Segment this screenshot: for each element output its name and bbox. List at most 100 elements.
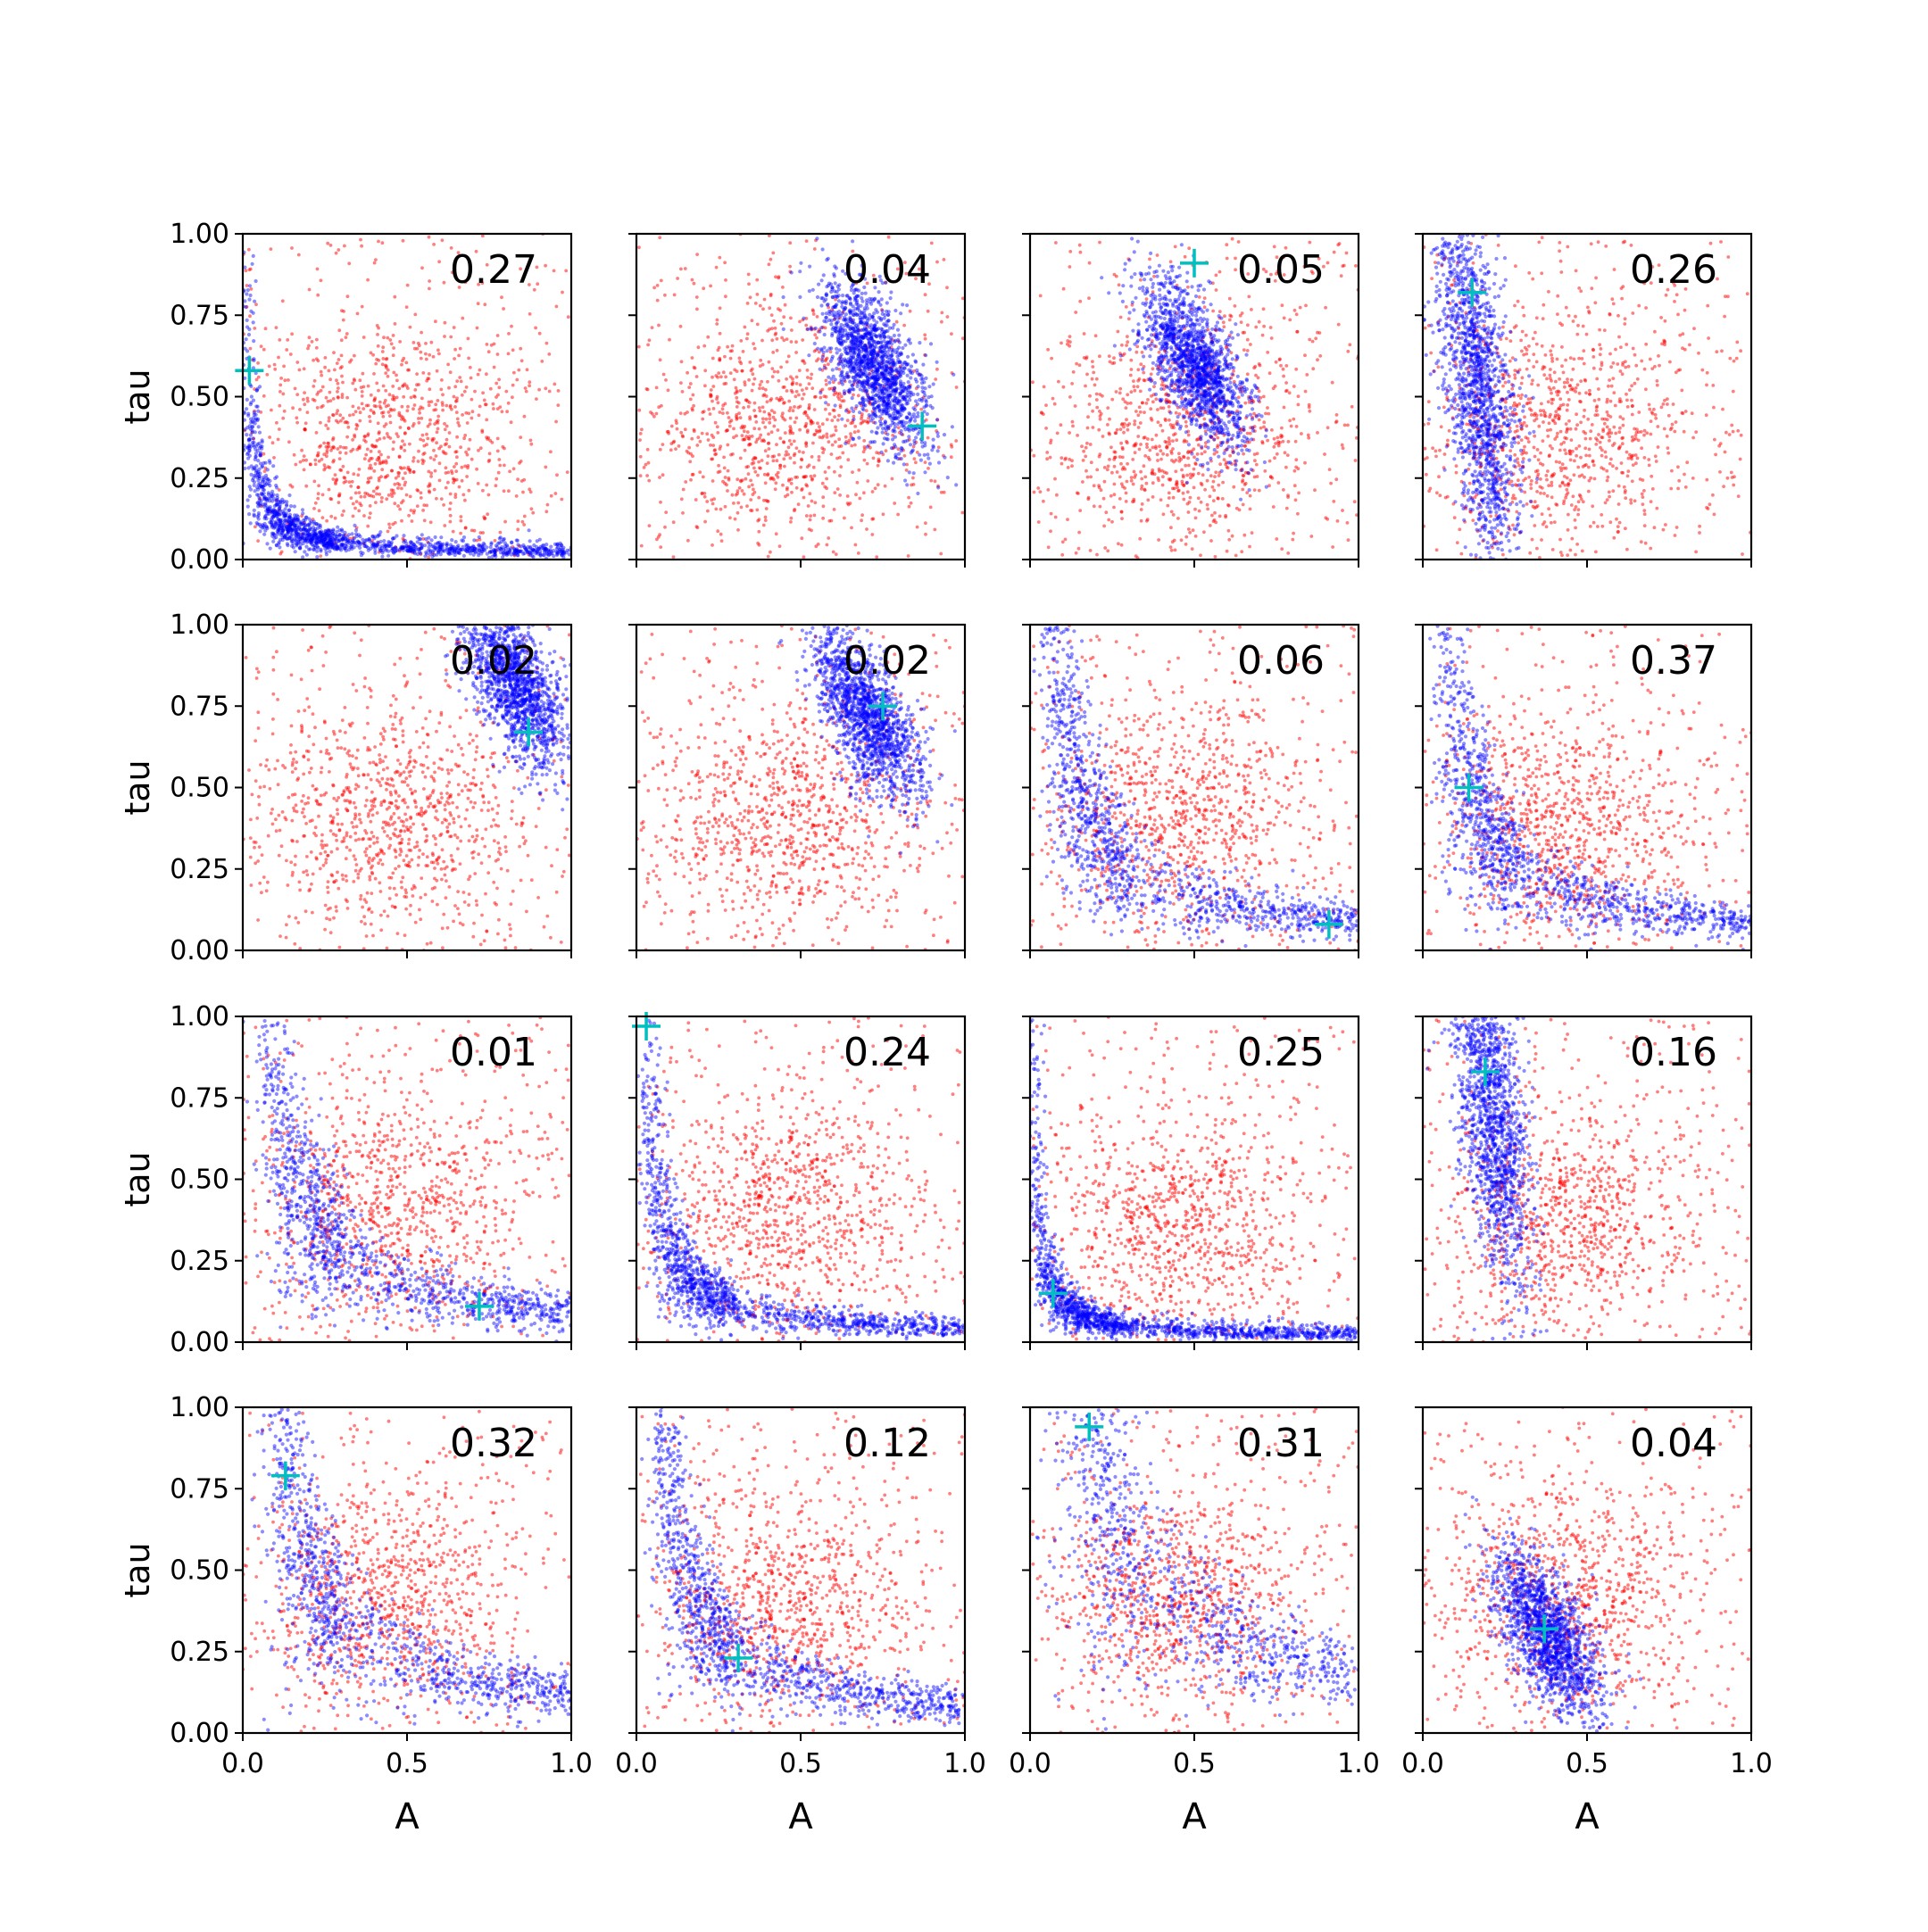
prior-point	[716, 431, 719, 435]
prior-point	[814, 395, 818, 399]
posterior-point	[844, 306, 847, 310]
prior-point	[428, 372, 431, 376]
posterior-point	[245, 398, 249, 402]
prior-point	[401, 439, 404, 443]
prior-point	[640, 544, 644, 548]
posterior-point	[270, 532, 274, 535]
posterior-point	[505, 543, 509, 547]
prior-point	[454, 493, 458, 496]
prior-point	[740, 506, 744, 510]
prior-point	[260, 344, 263, 348]
posterior-point	[496, 542, 500, 545]
posterior-point	[246, 457, 250, 460]
prior-point	[486, 343, 489, 346]
prior-point	[507, 332, 511, 336]
posterior-point	[833, 274, 836, 278]
prior-point	[670, 425, 674, 428]
prior-point	[646, 448, 650, 452]
prior-point	[338, 468, 342, 472]
prior-point	[638, 438, 642, 442]
prior-point	[369, 511, 372, 515]
prior-point	[294, 463, 297, 467]
posterior-point	[866, 367, 869, 370]
prior-point	[788, 265, 792, 269]
prior-point	[249, 347, 253, 351]
prior-point	[303, 454, 306, 458]
posterior-point	[910, 365, 913, 369]
posterior-point	[844, 352, 848, 355]
prior-point	[356, 473, 360, 477]
posterior-point	[265, 526, 269, 529]
posterior-point	[893, 422, 896, 426]
prior-point	[255, 378, 259, 382]
posterior-point	[879, 424, 883, 427]
posterior-point	[912, 471, 916, 475]
posterior-point	[851, 437, 854, 441]
prior-point	[764, 516, 768, 519]
prior-point	[1290, 425, 1293, 428]
prior-point	[724, 382, 727, 386]
prior-point	[369, 457, 372, 460]
posterior-point	[877, 360, 880, 363]
posterior-point	[851, 239, 854, 243]
posterior-point	[301, 511, 304, 515]
prior-point	[752, 409, 756, 412]
prior-point	[729, 371, 733, 375]
prior-point	[691, 454, 694, 458]
posterior-point	[868, 440, 872, 444]
prior-point	[455, 455, 459, 459]
prior-point	[382, 385, 386, 388]
prior-point	[420, 357, 423, 361]
prior-point	[819, 428, 822, 432]
y-tick-label: 0.50	[170, 382, 229, 413]
posterior-point	[903, 407, 907, 410]
prior-point	[738, 356, 742, 360]
prior-point	[851, 470, 854, 474]
posterior-point	[913, 442, 917, 445]
posterior-point	[269, 547, 272, 551]
prior-point	[455, 450, 459, 453]
posterior-point	[408, 548, 411, 551]
posterior-point	[822, 273, 826, 277]
prior-point	[436, 415, 440, 419]
posterior-point	[810, 327, 813, 330]
prior-point	[785, 361, 789, 364]
posterior-point	[870, 430, 874, 434]
prior-point	[494, 382, 498, 386]
prior-point	[669, 448, 673, 452]
prior-point	[413, 313, 417, 317]
posterior-point	[249, 420, 253, 424]
posterior-point	[549, 545, 553, 549]
posterior-point	[954, 483, 958, 486]
posterior-point	[253, 300, 256, 303]
prior-point	[355, 500, 359, 503]
posterior-point	[297, 526, 301, 529]
prior-point	[721, 411, 725, 415]
posterior-point	[813, 342, 817, 345]
posterior-point	[917, 385, 920, 388]
prior-point	[806, 430, 810, 434]
posterior-point	[398, 548, 402, 551]
prior-point	[945, 286, 949, 289]
prior-point	[544, 386, 547, 390]
prior-point	[701, 418, 704, 421]
prior-point	[521, 520, 525, 524]
prior-point	[410, 509, 413, 512]
prior-point	[790, 340, 794, 344]
prior-point	[821, 451, 825, 454]
prior-point	[716, 425, 719, 428]
posterior-point	[843, 357, 846, 361]
posterior-point	[825, 285, 828, 288]
posterior-point	[245, 433, 248, 436]
posterior-point	[877, 403, 881, 407]
prior-point	[322, 442, 326, 445]
posterior-point	[299, 540, 303, 543]
prior-point	[494, 477, 498, 481]
prior-point	[455, 435, 459, 439]
prior-point	[827, 466, 831, 469]
prior-point	[447, 386, 451, 390]
prior-point	[943, 258, 946, 261]
posterior-point	[247, 298, 251, 302]
prior-point	[337, 396, 340, 400]
prior-point	[352, 472, 355, 476]
